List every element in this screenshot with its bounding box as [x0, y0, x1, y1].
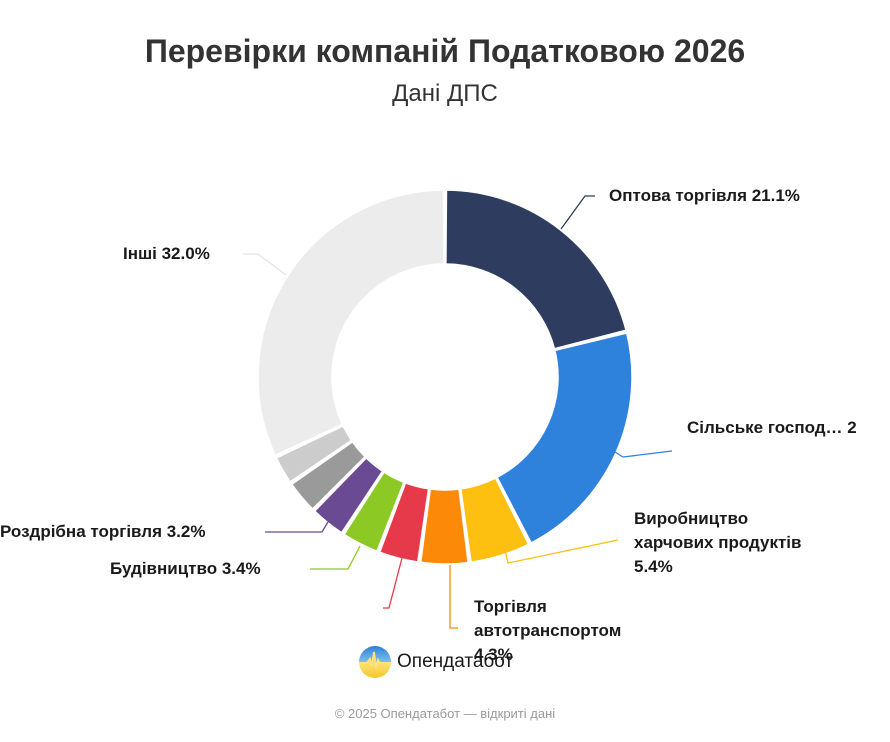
- label-line: 5.4%: [634, 557, 673, 576]
- label-agriculture: Сільське господ… 2: [687, 418, 857, 437]
- leader-line-retail: [265, 521, 329, 533]
- leader-line-red: [383, 557, 403, 609]
- label-line: 4.3%: [474, 645, 513, 664]
- donut-slice-1[interactable]: [496, 332, 633, 544]
- label-auto-trade: Торгівля автотранспортом 4.3%: [474, 595, 621, 667]
- donut-slice-4[interactable]: [378, 482, 430, 563]
- label-food-production: Виробництво харчових продуктів 5.4%: [634, 507, 801, 579]
- donut-slice-2[interactable]: [459, 477, 530, 563]
- donut-slices: [257, 189, 633, 565]
- donut-slice-5[interactable]: [343, 471, 405, 552]
- donut-slice-8[interactable]: [275, 425, 353, 483]
- chart-title: Перевірки компаній Податковою 2026: [144, 33, 746, 69]
- label-wholesale: Оптова торгівля 21.1%: [609, 186, 800, 205]
- leader-line-other: [243, 253, 287, 276]
- leader-line-agriculture: [614, 450, 673, 458]
- label-line: харчових продуктів: [634, 533, 802, 552]
- footer-copyright: © 2025 Опендатабот — відкриті дані: [334, 706, 556, 721]
- leader-line-construction: [310, 545, 361, 570]
- opendatabot-logo-icon: [359, 646, 391, 678]
- label-other: Інші 32.0%: [123, 244, 210, 263]
- leader-line-wholesale: [560, 195, 595, 230]
- label-line: Виробництво: [634, 509, 749, 528]
- donut-slice-7[interactable]: [291, 441, 366, 510]
- label-line: Торгівля: [474, 597, 547, 616]
- donut-slice-6[interactable]: [313, 457, 384, 534]
- logo-text: Опендатабот: [397, 651, 514, 672]
- label-retail: Роздрібна торгівля 3.2%: [0, 522, 206, 541]
- donut-slice-0[interactable]: [445, 189, 627, 350]
- leader-line-auto: [449, 565, 458, 629]
- leader-lines: [243, 195, 673, 629]
- label-line: автотранспортом: [474, 621, 622, 640]
- opendatabot-logo: Опендатабот: [359, 646, 513, 678]
- leader-line-food: [504, 539, 619, 564]
- label-construction: Будівництво 3.4%: [110, 559, 261, 578]
- chart-subtitle: Дані ДПС: [392, 80, 498, 107]
- donut-slice-3[interactable]: [419, 488, 469, 565]
- donut-slice-9[interactable]: [257, 189, 445, 457]
